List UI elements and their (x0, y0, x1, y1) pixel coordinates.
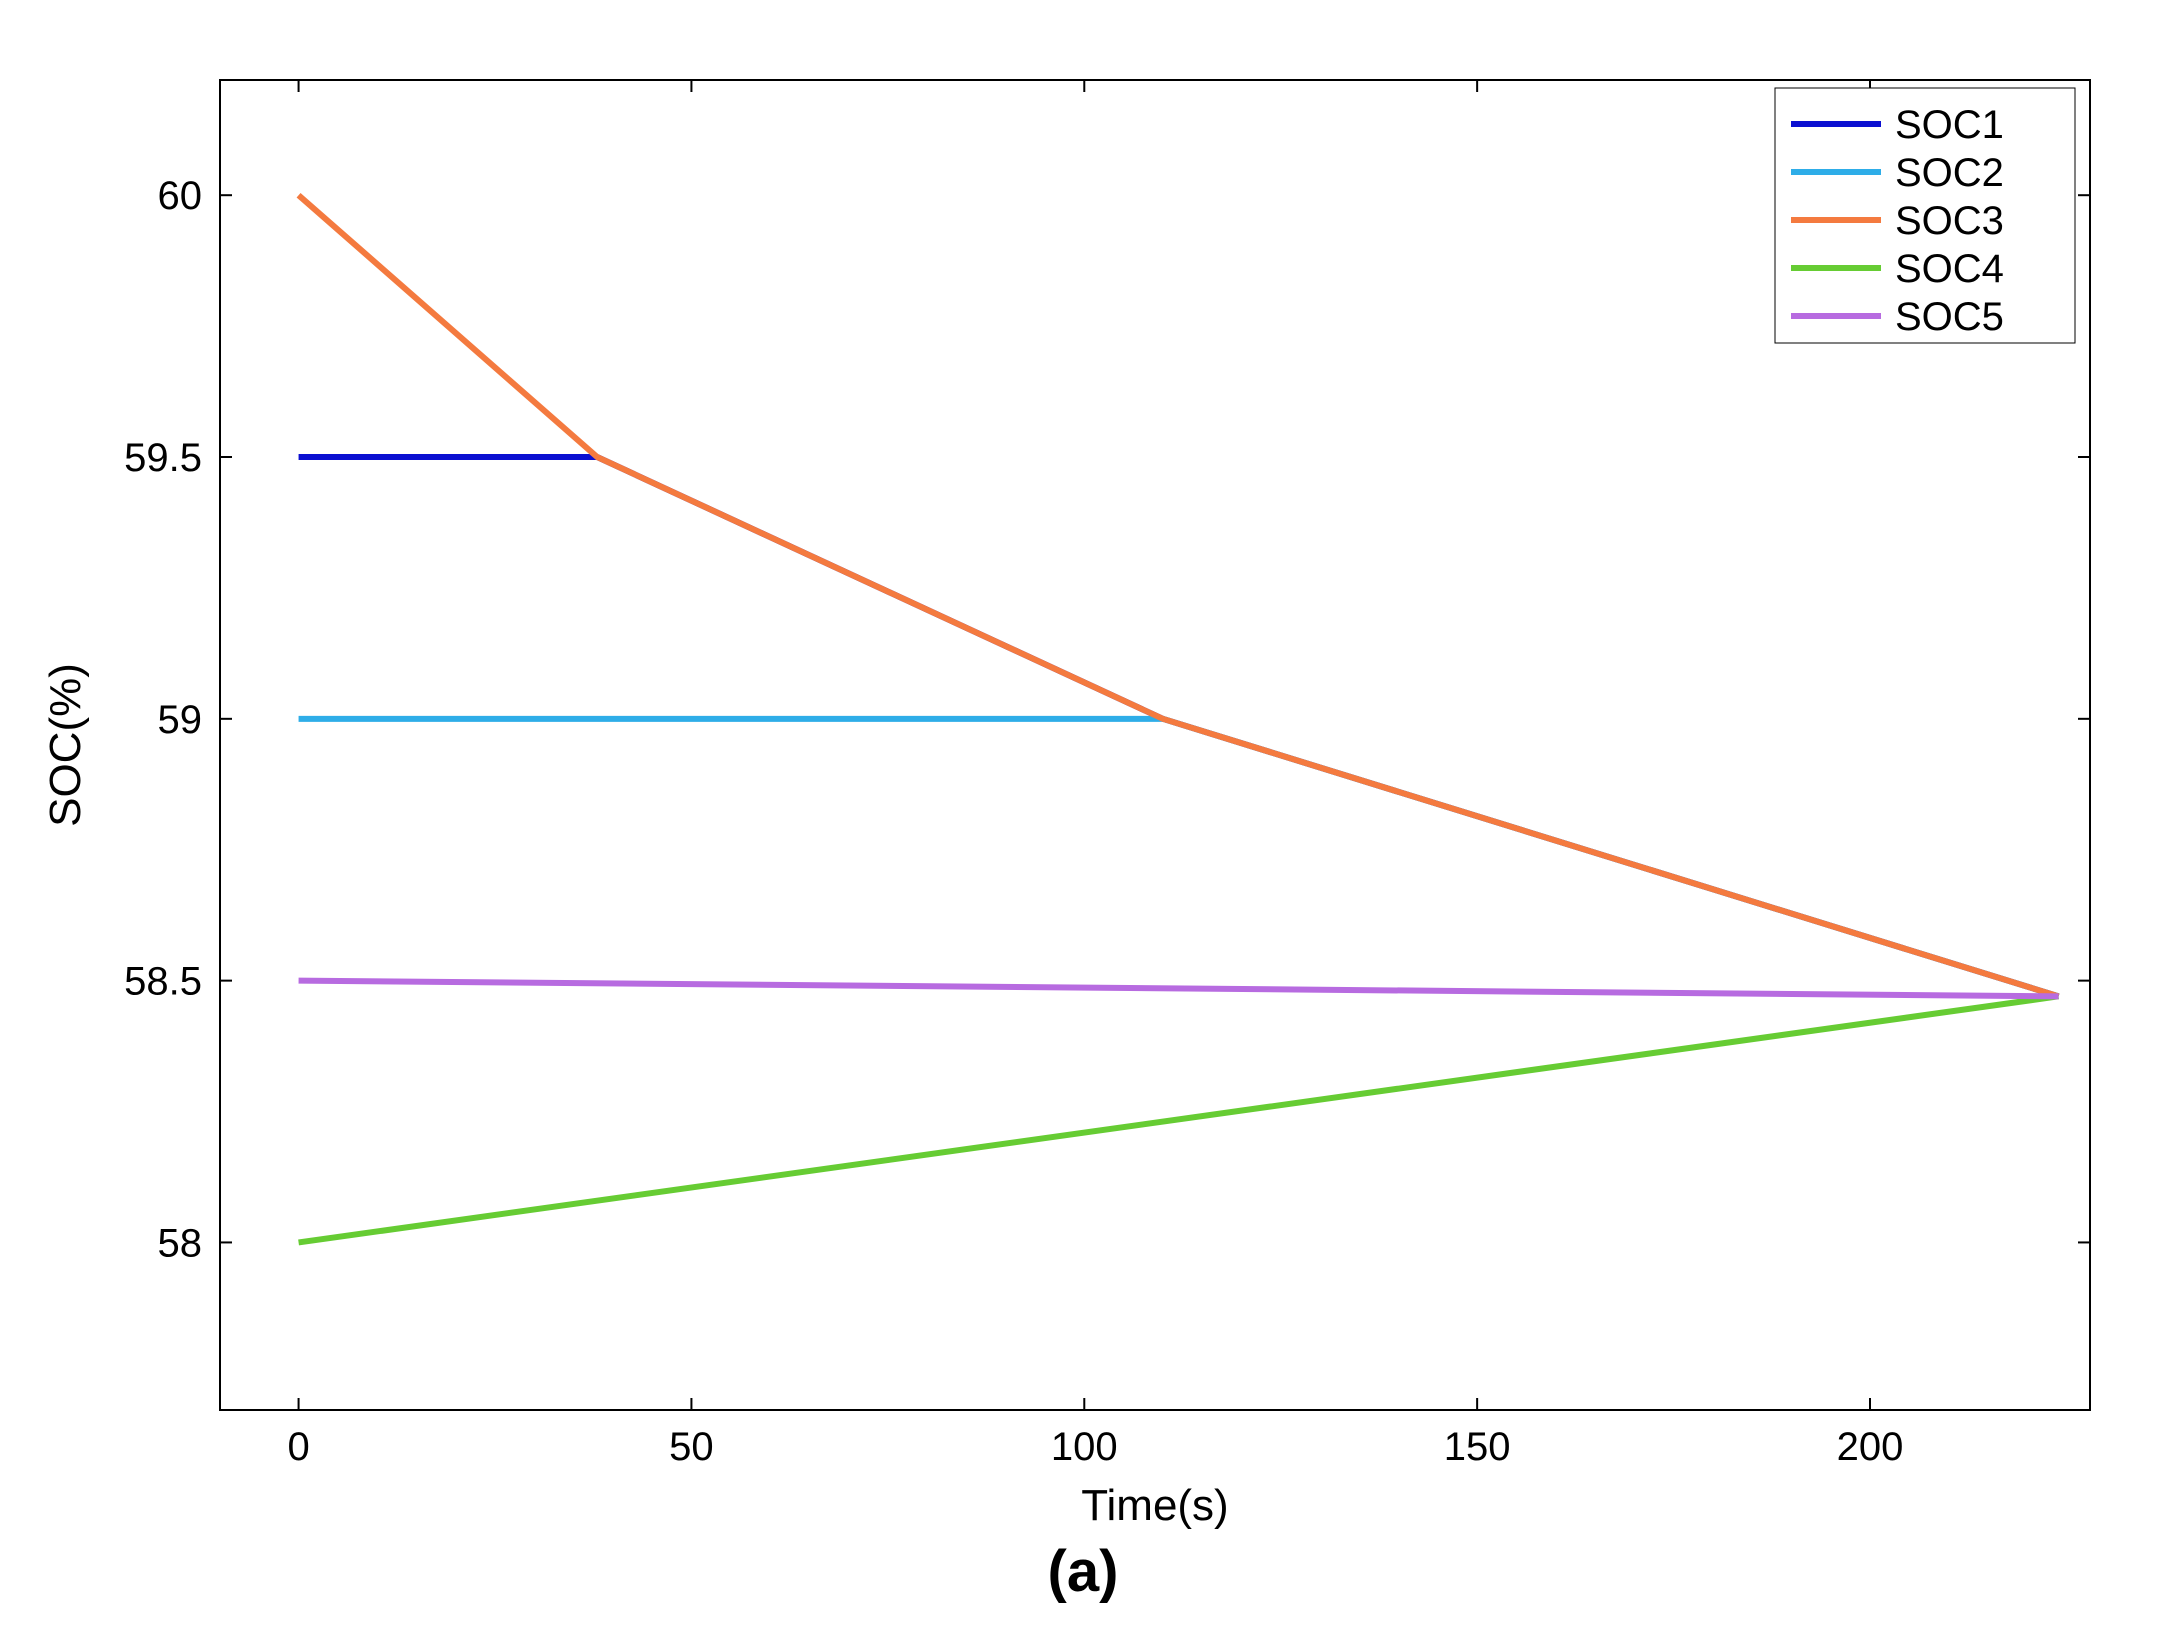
y-tick-label: 59 (158, 698, 203, 742)
y-tick-label: 60 (158, 174, 203, 218)
y-tick-label: 58 (158, 1221, 203, 1265)
legend-label: SOC3 (1895, 199, 2004, 243)
legend-label: SOC2 (1895, 151, 2004, 195)
y-axis-label: SOC(%) (41, 663, 90, 827)
y-tick-label: 59.5 (124, 436, 202, 480)
x-tick-label: 50 (669, 1425, 714, 1469)
y-tick-label: 58.5 (124, 960, 202, 1004)
legend-label: SOC1 (1895, 103, 2004, 147)
x-tick-label: 200 (1837, 1425, 1904, 1469)
subplot-caption: (a) (1003, 1538, 1163, 1605)
legend-label: SOC5 (1895, 295, 2004, 339)
soc-line-chart: 0 50 100 150 200 Time(s) 58 58.5 59 59.5 60 SOC(%) S… (0, 0, 2166, 1637)
x-tick-label: 0 (287, 1425, 309, 1469)
legend-label: SOC4 (1895, 247, 2004, 291)
x-tick-label: 100 (1051, 1425, 1118, 1469)
x-axis-label: Time(s) (1081, 1481, 1228, 1530)
x-tick-label: 150 (1444, 1425, 1511, 1469)
figure-container: 0 50 100 150 200 Time(s) 58 58.5 59 59.5 60 SOC(%) S… (0, 0, 2166, 1637)
